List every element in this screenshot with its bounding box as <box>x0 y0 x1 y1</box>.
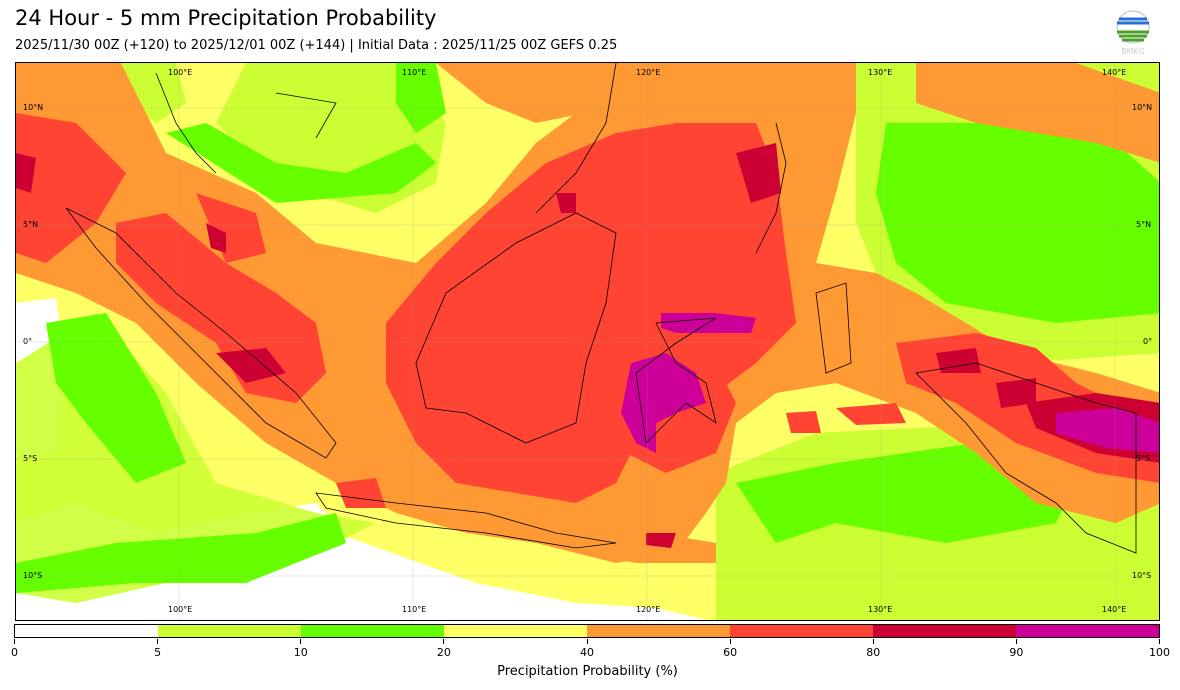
map-subtitle: 2025/11/30 00Z (+120) to 2025/12/01 00Z … <box>15 38 618 53</box>
colorbar-tick <box>14 639 15 644</box>
lat-label-left: 5°S <box>23 454 38 463</box>
colorbar-tick-label: 20 <box>436 646 451 659</box>
colorbar-tick-label: 60 <box>723 646 738 659</box>
lat-label-left: 5°N <box>23 220 39 229</box>
colorbar-tick <box>872 639 874 644</box>
svg-text:BMKG: BMKG <box>1121 47 1145 56</box>
colorbar-tick <box>1015 639 1017 644</box>
colorbar-tick <box>300 639 302 644</box>
lon-label-top: 140°E <box>1102 68 1127 77</box>
colorbar-tick-label: 100 <box>1149 646 1170 659</box>
colorbar-tick-label: 0 <box>11 646 18 659</box>
colorbar-tick <box>443 639 445 644</box>
colorbar-tick <box>157 639 159 644</box>
lat-label-left: 0° <box>23 337 33 346</box>
lat-label-right: 5°N <box>1136 220 1152 229</box>
colorbar-tick <box>729 639 731 644</box>
colorbar-segment <box>444 625 587 637</box>
lon-label-top: 130°E <box>868 68 893 77</box>
colorbar-label: Precipitation Probability (%) <box>497 664 678 679</box>
colorbar-segment <box>158 625 301 637</box>
colorbar-segment <box>587 625 730 637</box>
lat-label-left: 10°N <box>23 103 44 112</box>
colorbar-segment <box>301 625 444 637</box>
colorbar-tick-label: 80 <box>866 646 881 659</box>
colorbar-segment <box>15 625 158 637</box>
bmkg-logo: BMKG <box>1113 10 1153 56</box>
colorbar-tick-label: 10 <box>293 646 308 659</box>
lat-label-left: 10°S <box>23 571 43 580</box>
colorbar-tick-label: 90 <box>1009 646 1024 659</box>
colorbar-segment <box>1016 625 1159 637</box>
lon-label-top: 110°E <box>402 68 427 77</box>
colorbar-tick <box>1159 639 1160 644</box>
lon-label-top: 100°E <box>168 68 193 77</box>
colorbar-tick-label: 40 <box>580 646 594 659</box>
lon-label-bottom: 110°E <box>402 605 427 614</box>
colorbar-segment <box>873 625 1016 637</box>
colorbar-tick <box>586 639 588 644</box>
lat-label-right: 10°N <box>1132 103 1153 112</box>
lat-label-right: 0° <box>1143 337 1153 346</box>
lon-label-top: 120°E <box>636 68 661 77</box>
precipitation-map: 100°E 110°E 120°E 130°E 140°E 100°E 110°… <box>15 62 1160 621</box>
lon-label-bottom: 120°E <box>636 605 661 614</box>
lat-label-right: 10°S <box>1132 571 1152 580</box>
colorbar <box>14 624 1160 638</box>
lon-label-bottom: 140°E <box>1102 605 1127 614</box>
lon-label-bottom: 100°E <box>168 605 193 614</box>
colorbar-tick-label: 5 <box>154 646 162 659</box>
lon-label-bottom: 130°E <box>868 605 893 614</box>
colorbar-segment <box>730 625 873 637</box>
map-title: 24 Hour - 5 mm Precipitation Probability <box>15 6 437 30</box>
lat-label-right: 5°S <box>1136 454 1151 463</box>
